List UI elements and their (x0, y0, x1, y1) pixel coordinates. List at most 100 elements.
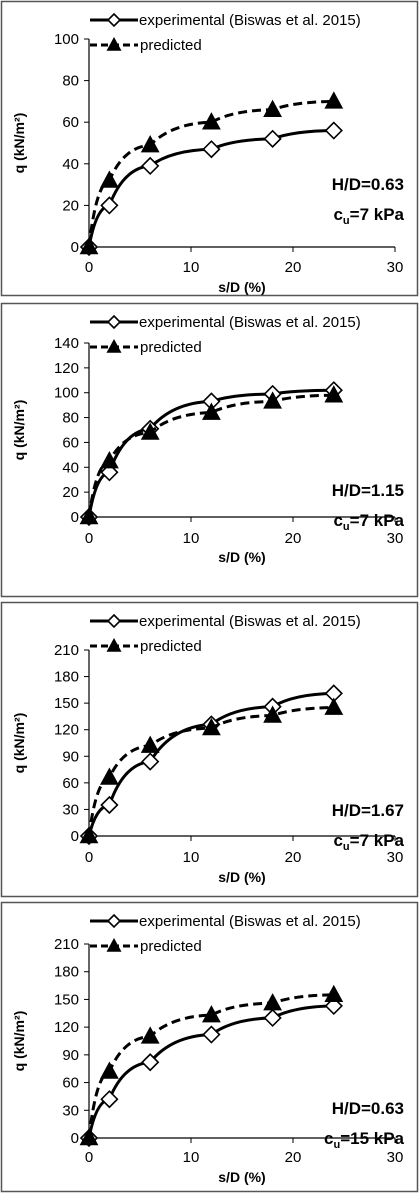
y-tick-label: 60 (62, 114, 79, 131)
annotation-cu: cu=15 kPa (324, 1129, 405, 1151)
chart-panel-3: 0 30 60 90 120 150 180 210 0 10 20 30 s/D (%) q (kN/m… (0, 601, 419, 898)
y-tick-label: 150 (54, 991, 79, 1008)
annotation-cu: cu=7 kPa (333, 511, 404, 533)
annotation-hd: H/D=1.67 (332, 801, 404, 820)
y-tick-label: 80 (62, 73, 79, 90)
y-tick-label: 0 (71, 1130, 79, 1147)
experimental-marker (100, 795, 119, 815)
predicted-marker (100, 767, 119, 785)
y-tick-label: 150 (54, 695, 79, 712)
y-tick-label: 100 (54, 385, 79, 402)
chart-panel-4: 0 30 60 90 120 150 180 210 0 10 20 30 s/D (%) q (kN/m… (0, 901, 419, 1193)
experimental-marker (141, 156, 160, 176)
y-tick-label: 30 (62, 801, 79, 818)
experimental-marker (141, 752, 160, 771)
x-axis-title: s/D (%) (218, 279, 265, 295)
y-tick-label: 60 (62, 434, 79, 451)
legend-predicted-marker (106, 937, 122, 952)
y-tick-label: 120 (54, 722, 79, 739)
x-tick-label: 20 (285, 530, 302, 547)
y-tick-label: 20 (62, 197, 79, 214)
experimental-marker (263, 1008, 282, 1028)
y-tick-label: 140 (54, 335, 79, 352)
legend-experimental-label: experimental (Biswas et al. 2015) (139, 913, 361, 930)
y-tick-label: 20 (62, 484, 79, 501)
x-axis-title: s/D (%) (218, 549, 265, 565)
legend-predicted-marker (106, 36, 122, 51)
y-tick-label: 120 (54, 360, 79, 377)
panel-frame (0, 601, 419, 898)
y-tick-label: 90 (62, 748, 79, 765)
y-tick-label: 210 (54, 642, 79, 659)
x-tick-label: 0 (85, 530, 93, 547)
x-tick-label: 10 (183, 1149, 200, 1166)
y-tick-label: 0 (71, 239, 79, 256)
predicted-marker (202, 717, 221, 736)
predicted-marker (79, 1127, 99, 1146)
predicted-marker (79, 506, 99, 525)
predicted-marker (100, 451, 119, 469)
legend-predicted-label: predicted (140, 339, 202, 356)
annotation-cu: cu=7 kPa (333, 205, 404, 227)
annotation-cu: cu=7 kPa (333, 831, 404, 853)
predicted-marker (263, 705, 282, 723)
x-tick-label: 30 (387, 259, 404, 276)
experimental-marker (100, 1090, 119, 1109)
y-tick-label: 40 (62, 459, 79, 476)
x-tick-label: 30 (387, 849, 404, 866)
legend-predicted-marker (106, 338, 122, 353)
predicted-marker (140, 135, 160, 153)
annotation-hd: H/D=0.63 (332, 1099, 404, 1118)
x-tick-label: 30 (387, 530, 404, 547)
y-tick-label: 30 (62, 1102, 79, 1119)
predicted-marker (263, 99, 282, 117)
x-tick-label: 0 (85, 259, 93, 276)
x-tick-label: 10 (183, 259, 200, 276)
legend-predicted-label: predicted (140, 37, 202, 54)
x-tick-label: 0 (85, 849, 93, 866)
y-axis-title: q (kN/m²) (11, 713, 27, 774)
chart-panel-2: 0 20 40 60 80 100 120 140 0 10 20 30 s/D (%) q (kN/m²… (0, 302, 419, 598)
x-tick-label: 30 (387, 1149, 404, 1166)
experimental-marker (202, 1025, 221, 1044)
predicted-marker (324, 984, 344, 1003)
y-tick-label: 180 (54, 669, 79, 686)
legend-experimental-marker (106, 12, 122, 28)
x-tick-label: 0 (85, 1149, 93, 1166)
x-tick-label: 10 (183, 530, 200, 547)
predicted-marker (79, 236, 99, 255)
y-axis-title: q (kN/m²) (11, 400, 27, 461)
x-tick-label: 20 (285, 259, 302, 276)
predicted-marker (202, 112, 221, 130)
legend-experimental-label: experimental (Biswas et al. 2015) (139, 613, 361, 630)
predicted-marker (140, 1026, 160, 1044)
experimental-marker (141, 1053, 160, 1072)
y-tick-label: 40 (62, 156, 79, 173)
y-tick-label: 0 (71, 828, 79, 845)
predicted-marker (140, 735, 160, 753)
x-axis-title: s/D (%) (218, 869, 265, 885)
experimental-marker (324, 121, 343, 140)
y-tick-label: 120 (54, 1019, 79, 1036)
legend-experimental-marker (106, 613, 122, 629)
experimental-marker (202, 140, 221, 159)
y-tick-label: 100 (54, 31, 79, 48)
y-axis-title: q (kN/m²) (11, 113, 27, 174)
predicted-marker (324, 91, 344, 109)
y-tick-label: 60 (62, 1075, 79, 1092)
legend-predicted-label: predicted (140, 938, 202, 955)
panel-frame (0, 302, 419, 598)
x-tick-label: 20 (285, 849, 302, 866)
y-tick-label: 0 (71, 509, 79, 526)
y-tick-label: 180 (54, 964, 79, 981)
legend-predicted-marker (106, 637, 122, 652)
chart-panel-1: 0 20 40 60 80 100 0 10 20 30 s/D (%) q (kN/m²) exper… (0, 0, 419, 297)
annotation-hd: H/D=0.63 (332, 175, 404, 194)
annotation-hd: H/D=1.15 (332, 481, 404, 500)
legend-experimental-label: experimental (Biswas et al. 2015) (139, 12, 361, 29)
legend-experimental-label: experimental (Biswas et al. 2015) (139, 314, 361, 331)
predicted-marker (263, 391, 282, 409)
predicted-marker (100, 170, 119, 188)
legend-experimental-marker (106, 314, 122, 330)
